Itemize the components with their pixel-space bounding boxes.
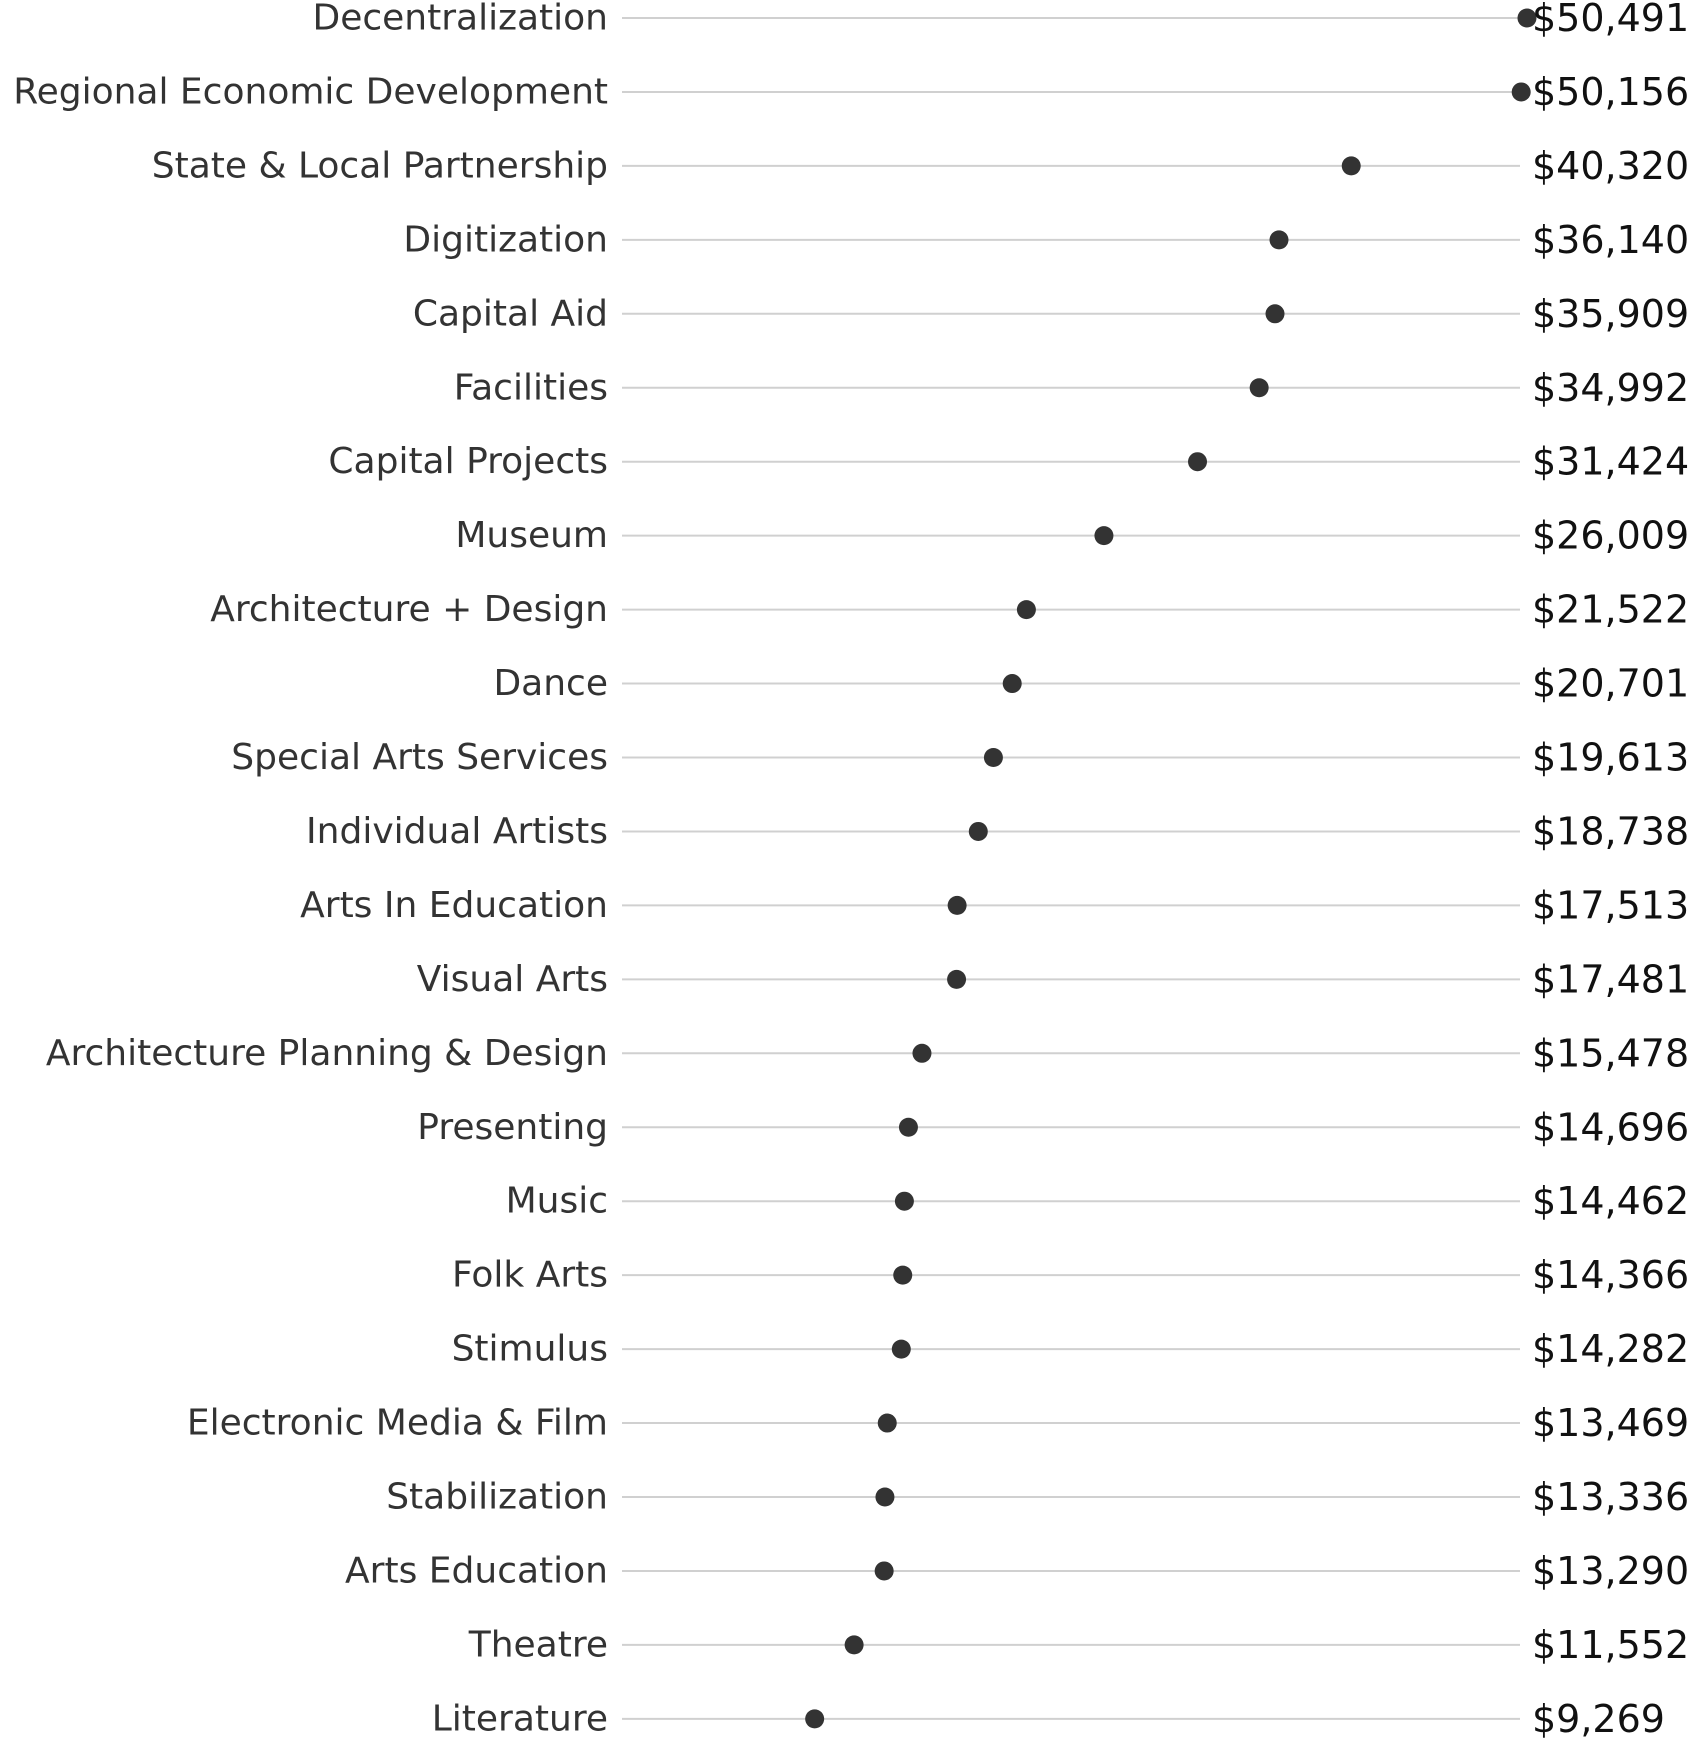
- category-label: Music: [506, 1181, 608, 1222]
- value-label: $40,320: [1532, 144, 1688, 188]
- category-label: Regional Economic Development: [13, 71, 608, 112]
- category-label: Stimulus: [452, 1329, 608, 1370]
- category-label: Visual Arts: [417, 959, 608, 1000]
- data-point[interactable]: [947, 895, 967, 915]
- value-label: $13,469: [1532, 1401, 1688, 1445]
- data-point[interactable]: [874, 1561, 894, 1581]
- value-label: $9,269: [1532, 1697, 1665, 1741]
- data-point[interactable]: [1016, 600, 1036, 620]
- value-label: $11,552: [1532, 1623, 1688, 1667]
- data-point[interactable]: [968, 821, 988, 841]
- value-label: $14,696: [1532, 1105, 1688, 1149]
- data-point[interactable]: [947, 969, 967, 989]
- data-point[interactable]: [1002, 674, 1022, 694]
- value-label: $36,140: [1532, 218, 1688, 262]
- data-point[interactable]: [1265, 304, 1285, 324]
- value-label: $18,738: [1532, 809, 1688, 853]
- category-label: Digitization: [403, 219, 608, 260]
- data-point[interactable]: [844, 1635, 864, 1655]
- value-label: $35,909: [1532, 292, 1688, 336]
- category-label: Decentralization: [312, 0, 608, 39]
- value-label: $14,462: [1532, 1179, 1688, 1223]
- category-label: Arts In Education: [300, 885, 608, 926]
- value-label: $17,481: [1532, 957, 1688, 1001]
- data-point[interactable]: [891, 1339, 911, 1359]
- value-label: $13,290: [1532, 1549, 1688, 1593]
- category-label: Architecture Planning & Design: [46, 1033, 608, 1074]
- value-label: $31,424: [1532, 440, 1688, 484]
- value-label: $21,522: [1532, 588, 1688, 632]
- data-point[interactable]: [898, 1117, 918, 1137]
- value-label: $26,009: [1532, 514, 1688, 558]
- category-label: Capital Aid: [413, 293, 608, 334]
- value-label: $15,478: [1532, 1031, 1688, 1075]
- data-point[interactable]: [894, 1191, 914, 1211]
- data-point[interactable]: [1341, 156, 1361, 176]
- data-point[interactable]: [875, 1487, 895, 1507]
- data-point[interactable]: [912, 1043, 932, 1063]
- category-label: Individual Artists: [306, 811, 608, 852]
- category-label: Folk Arts: [452, 1255, 608, 1296]
- value-label: $50,156: [1532, 70, 1688, 114]
- data-point[interactable]: [1517, 8, 1537, 28]
- category-label: Literature: [432, 1698, 608, 1739]
- value-label: $34,992: [1532, 366, 1688, 410]
- category-label: Presenting: [417, 1107, 608, 1148]
- data-point[interactable]: [1094, 526, 1114, 546]
- category-label: Capital Projects: [328, 441, 608, 482]
- category-label: Museum: [455, 515, 608, 556]
- value-label: $19,613: [1532, 736, 1688, 780]
- data-point[interactable]: [893, 1265, 913, 1285]
- category-label: Special Arts Services: [231, 737, 608, 778]
- data-point[interactable]: [1511, 82, 1531, 102]
- data-point[interactable]: [1269, 230, 1289, 250]
- data-point[interactable]: [805, 1709, 825, 1729]
- data-point[interactable]: [1249, 378, 1269, 398]
- value-label: $14,282: [1532, 1327, 1688, 1371]
- data-point[interactable]: [983, 748, 1003, 767]
- data-point[interactable]: [877, 1413, 897, 1433]
- category-label: Facilities: [454, 367, 608, 408]
- category-label: Stabilization: [386, 1477, 608, 1518]
- category-label: Architecture + Design: [210, 589, 608, 630]
- value-label: $14,366: [1532, 1253, 1688, 1297]
- category-label: State & Local Partnership: [152, 145, 608, 186]
- category-label: Electronic Media & Film: [187, 1403, 608, 1444]
- value-label: $20,701: [1532, 662, 1688, 706]
- category-label: Dance: [493, 663, 608, 704]
- value-label: $17,513: [1532, 883, 1688, 927]
- value-label: $50,491: [1532, 0, 1688, 40]
- value-label: $13,336: [1532, 1475, 1688, 1519]
- category-label: Arts Education: [345, 1550, 608, 1591]
- data-point[interactable]: [1188, 452, 1208, 472]
- category-label: Theatre: [468, 1624, 608, 1665]
